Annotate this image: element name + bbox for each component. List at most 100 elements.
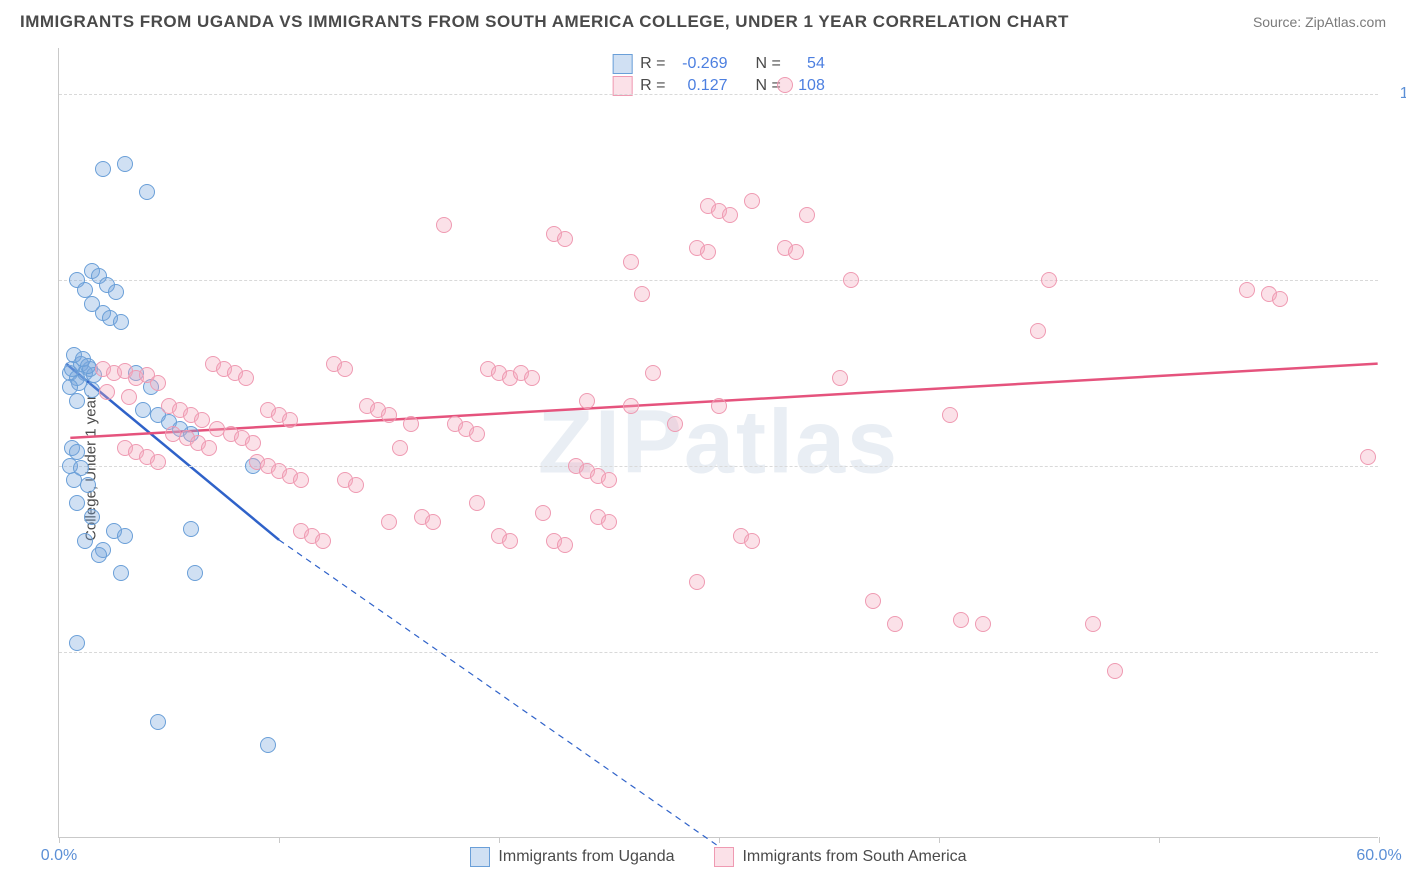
ytick-label: 60.0% bbox=[1386, 457, 1406, 475]
data-point bbox=[113, 314, 129, 330]
data-point bbox=[84, 296, 100, 312]
source-label: Source: ZipAtlas.com bbox=[1253, 14, 1386, 30]
data-point bbox=[469, 426, 485, 442]
data-point bbox=[108, 284, 124, 300]
legend-label: Immigrants from Uganda bbox=[498, 848, 674, 866]
data-point bbox=[535, 505, 551, 521]
data-point bbox=[557, 537, 573, 553]
data-point bbox=[942, 407, 958, 423]
data-point bbox=[91, 547, 107, 563]
data-point bbox=[1360, 449, 1376, 465]
data-point bbox=[238, 370, 254, 386]
xtick-label: 60.0% bbox=[1356, 847, 1401, 865]
data-point bbox=[623, 398, 639, 414]
ytick-label: 40.0% bbox=[1386, 643, 1406, 661]
swatch-icon bbox=[714, 847, 734, 867]
data-point bbox=[601, 472, 617, 488]
data-point bbox=[135, 402, 151, 418]
data-point bbox=[975, 616, 991, 632]
data-point bbox=[95, 161, 111, 177]
xtick bbox=[59, 837, 60, 843]
data-point bbox=[260, 737, 276, 753]
data-point bbox=[623, 254, 639, 270]
data-point bbox=[645, 365, 661, 381]
data-point bbox=[843, 272, 859, 288]
data-point bbox=[113, 565, 129, 581]
chart-title: IMMIGRANTS FROM UGANDA VS IMMIGRANTS FRO… bbox=[20, 12, 1069, 32]
chart-container: College, Under 1 year ZIPatlas R = -0.26… bbox=[30, 48, 1390, 888]
data-point bbox=[469, 495, 485, 511]
data-point bbox=[282, 412, 298, 428]
data-point bbox=[502, 533, 518, 549]
data-point bbox=[150, 375, 166, 391]
stat-r-value: -0.269 bbox=[674, 55, 728, 73]
data-point bbox=[601, 514, 617, 530]
data-point bbox=[80, 358, 96, 374]
data-point bbox=[84, 509, 100, 525]
gridline bbox=[59, 94, 1378, 95]
data-point bbox=[711, 398, 727, 414]
stat-r-label: R = bbox=[640, 55, 665, 73]
data-point bbox=[84, 382, 100, 398]
data-point bbox=[392, 440, 408, 456]
plot-area: ZIPatlas R = -0.269 N = 54 R = 0.127 N =… bbox=[58, 48, 1378, 838]
xtick bbox=[1159, 837, 1160, 843]
data-point bbox=[77, 533, 93, 549]
stats-row-uganda: R = -0.269 N = 54 bbox=[612, 54, 825, 74]
data-point bbox=[150, 454, 166, 470]
data-point bbox=[69, 393, 85, 409]
data-point bbox=[150, 714, 166, 730]
xtick bbox=[499, 837, 500, 843]
data-point bbox=[700, 244, 716, 260]
data-point bbox=[69, 495, 85, 511]
data-point bbox=[1272, 291, 1288, 307]
xtick bbox=[1379, 837, 1380, 843]
data-point bbox=[337, 361, 353, 377]
swatch-icon bbox=[470, 847, 490, 867]
xtick bbox=[719, 837, 720, 843]
data-point bbox=[832, 370, 848, 386]
data-point bbox=[425, 514, 441, 530]
data-point bbox=[777, 77, 793, 93]
data-point bbox=[1107, 663, 1123, 679]
data-point bbox=[381, 407, 397, 423]
stat-n-label: N = bbox=[756, 55, 781, 73]
gridline bbox=[59, 652, 1378, 653]
data-point bbox=[187, 565, 203, 581]
data-point bbox=[245, 435, 261, 451]
stat-r-value: 0.127 bbox=[674, 77, 728, 95]
stat-r-label: R = bbox=[640, 77, 665, 95]
data-point bbox=[315, 533, 331, 549]
data-point bbox=[1041, 272, 1057, 288]
data-point bbox=[201, 440, 217, 456]
gridline bbox=[59, 280, 1378, 281]
data-point bbox=[667, 416, 683, 432]
data-point bbox=[788, 244, 804, 260]
data-point bbox=[557, 231, 573, 247]
data-point bbox=[744, 533, 760, 549]
data-point bbox=[117, 528, 133, 544]
data-point bbox=[865, 593, 881, 609]
data-point bbox=[183, 521, 199, 537]
data-point bbox=[403, 416, 419, 432]
data-point bbox=[524, 370, 540, 386]
data-point bbox=[80, 477, 96, 493]
stat-n-value: 108 bbox=[789, 77, 825, 95]
legend-item-uganda: Immigrants from Uganda bbox=[470, 847, 674, 867]
data-point bbox=[953, 612, 969, 628]
data-point bbox=[293, 472, 309, 488]
data-point bbox=[117, 156, 133, 172]
data-point bbox=[744, 193, 760, 209]
legend-label: Immigrants from South America bbox=[742, 848, 966, 866]
data-point bbox=[1239, 282, 1255, 298]
data-point bbox=[689, 574, 705, 590]
data-point bbox=[579, 393, 595, 409]
xtick bbox=[279, 837, 280, 843]
data-point bbox=[722, 207, 738, 223]
swatch-icon bbox=[612, 76, 632, 96]
data-point bbox=[194, 412, 210, 428]
xtick-label: 0.0% bbox=[41, 847, 77, 865]
data-point bbox=[1085, 616, 1101, 632]
stat-n-value: 54 bbox=[789, 55, 825, 73]
xtick bbox=[939, 837, 940, 843]
